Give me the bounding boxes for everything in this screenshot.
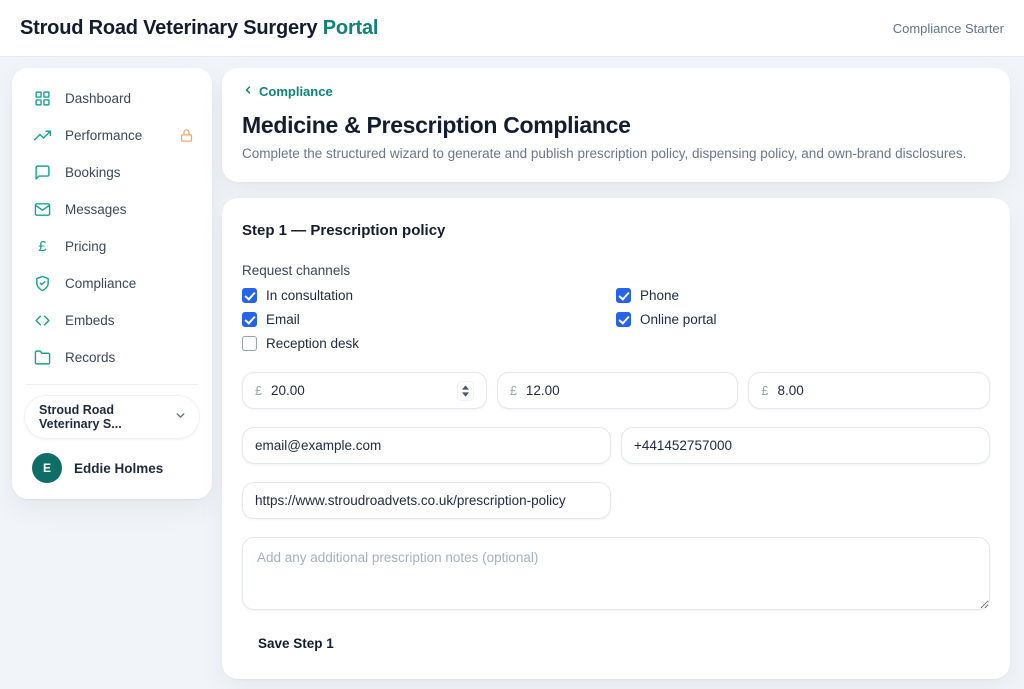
contact-inputs-row [242, 427, 990, 464]
page-description: Complete the structured wizard to genera… [242, 146, 967, 161]
practice-selector-label: Stroud Road Veterinary S... [39, 403, 122, 431]
checkbox-label: Reception desk [266, 336, 360, 351]
avatar: E [32, 453, 62, 483]
checkbox-email[interactable]: Email [242, 312, 616, 327]
checkbox-label: In consultation [266, 288, 354, 303]
trending-up-icon [34, 127, 51, 144]
request-channels-group: In consultation Email Reception desk Pho… [242, 288, 990, 351]
app-title-accent: Portal [322, 16, 379, 39]
sidebar-item-records[interactable]: Records [12, 339, 212, 376]
sidebar-item-label: Messages [65, 202, 127, 217]
app-title-main: Stroud Road Veterinary Surgery [20, 16, 318, 39]
dashboard-icon [34, 90, 51, 107]
user-profile[interactable]: E Eddie Holmes [12, 439, 212, 485]
top-bar: Stroud Road Veterinary Surgery Portal Co… [0, 0, 1024, 57]
step-title: Step 1 — Prescription policy [242, 222, 446, 239]
save-step-button[interactable]: Save Step 1 [256, 632, 336, 655]
email-field [242, 427, 611, 464]
email-input[interactable] [255, 438, 598, 453]
price-field-1: £ [242, 372, 487, 409]
breadcrumb[interactable]: Compliance [242, 84, 333, 99]
currency-prefix: £ [255, 383, 262, 398]
chevron-down-icon [174, 409, 187, 425]
practice-selector[interactable]: Stroud Road Veterinary S... [24, 395, 200, 439]
folder-icon [34, 349, 51, 366]
price-input-1[interactable] [270, 383, 448, 398]
sidebar-divider [26, 384, 198, 385]
pound-icon: £ [38, 238, 47, 255]
page-title: Medicine & Prescription Compliance [242, 112, 631, 138]
checkbox-phone[interactable]: Phone [616, 288, 990, 303]
sidebar-item-label: Records [65, 350, 116, 365]
sidebar-item-label: Pricing [65, 239, 107, 254]
currency-prefix: £ [509, 383, 517, 398]
checkbox-label: Phone [640, 288, 680, 303]
chat-bubble-icon [34, 164, 51, 181]
price-field-3: £ [748, 372, 991, 409]
sidebar-item-label: Dashboard [65, 91, 132, 106]
phone-input[interactable] [634, 438, 977, 453]
main-content: Compliance Medicine & Prescription Compl… [222, 68, 1010, 679]
checkbox-icon[interactable] [616, 312, 631, 327]
sidebar-item-performance[interactable]: Performance [12, 117, 212, 154]
checkbox-icon[interactable] [242, 336, 257, 351]
sidebar-item-label: Compliance [65, 276, 137, 291]
checkbox-icon[interactable] [616, 288, 631, 303]
code-icon [34, 312, 51, 329]
mail-icon [34, 201, 51, 218]
checkbox-label: Online portal [640, 312, 717, 327]
breadcrumb-label: Compliance [259, 84, 333, 99]
sidebar-item-compliance[interactable]: Compliance [12, 265, 212, 302]
sidebar-item-label: Performance [65, 128, 143, 143]
checkbox-reception-desk[interactable]: Reception desk [242, 336, 616, 351]
wizard-step-card: Step 1 — Prescription policy Request cha… [222, 198, 1010, 679]
notes-textarea[interactable] [242, 537, 990, 610]
lock-icon [179, 128, 194, 143]
page-layout: Dashboard Performance Bookings Messages [0, 57, 1024, 679]
sidebar-item-label: Bookings [65, 165, 121, 180]
checkbox-in-consultation[interactable]: In consultation [242, 288, 616, 303]
price-inputs-row: £ £ £ [242, 372, 991, 409]
url-input-row [242, 482, 990, 519]
checkbox-label: Email [266, 312, 300, 327]
currency-prefix: £ [761, 383, 769, 398]
app-title: Stroud Road Veterinary Surgery Portal [20, 17, 378, 40]
policy-url-field [242, 482, 611, 519]
price-input-3[interactable] [777, 383, 978, 398]
channels-label: Request channels [242, 263, 351, 278]
checkbox-online-portal[interactable]: Online portal [616, 312, 990, 327]
sidebar-item-pricing[interactable]: £ Pricing [12, 228, 212, 265]
plan-badge: Compliance Starter [892, 20, 1004, 36]
sidebar-item-label: Embeds [65, 313, 115, 328]
chevron-left-icon [242, 84, 254, 99]
shield-check-icon [34, 275, 51, 292]
price-field-2: £ [496, 372, 739, 409]
sidebar-item-embeds[interactable]: Embeds [12, 302, 212, 339]
number-stepper[interactable] [456, 380, 474, 401]
sidebar-item-dashboard[interactable]: Dashboard [12, 80, 212, 117]
checkbox-icon[interactable] [242, 288, 257, 303]
phone-field [621, 427, 990, 464]
checkbox-icon[interactable] [242, 312, 257, 327]
sidebar-item-messages[interactable]: Messages [12, 191, 212, 228]
page-header-card: Compliance Medicine & Prescription Compl… [222, 68, 1010, 182]
price-input-2[interactable] [525, 383, 726, 398]
sidebar-item-bookings[interactable]: Bookings [12, 154, 212, 191]
user-name: Eddie Holmes [74, 460, 164, 476]
policy-url-input[interactable] [255, 493, 598, 508]
sidebar: Dashboard Performance Bookings Messages [12, 68, 212, 499]
